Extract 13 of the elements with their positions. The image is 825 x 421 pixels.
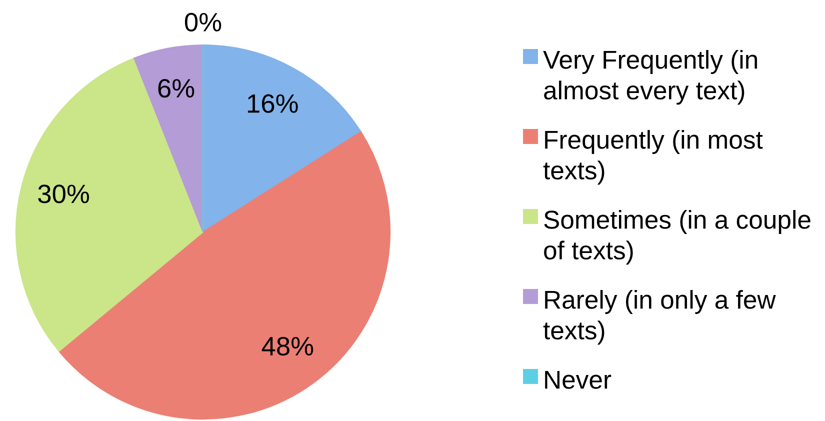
legend-label: Never (545, 370, 612, 389)
legend-label: Rarely (in only a few texts) (543, 290, 776, 345)
data-label: 30% (38, 184, 90, 204)
pie-slice (15, 58, 204, 352)
pie-slice (134, 44, 204, 233)
legend-label: Very Frequently (in almost every text) (543, 50, 757, 105)
data-label: 48% (262, 336, 314, 356)
legend-label: Sometimes (in a couple of texts) (544, 210, 810, 265)
data-label: 6% (158, 78, 194, 98)
pie-slice (202, 44, 362, 233)
data-label: 16% (248, 94, 298, 113)
legend-label: Frequently (in most texts) (543, 130, 763, 185)
text: 0% (184, 12, 222, 32)
